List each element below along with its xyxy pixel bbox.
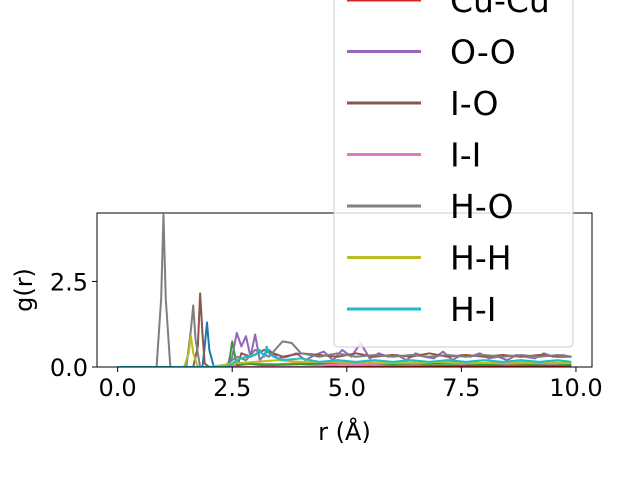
x-axis-label: r (Å) — [318, 417, 371, 446]
legend-label-h-o: H-O — [450, 187, 514, 226]
x-tick-label: 2.5 — [213, 374, 251, 402]
x-tick-label: 0.0 — [99, 374, 137, 402]
legend-label-i-o: I-O — [450, 84, 499, 123]
legend-label-h-i: H-I — [450, 290, 496, 329]
legend-box — [333, 0, 574, 348]
series-line-o-o — [117, 331, 572, 367]
x-axis: 0.0 2.5 5.0 7.5 10.0 — [99, 367, 603, 402]
x-tick-label: 7.5 — [442, 374, 480, 402]
y-tick-label: 0.0 — [50, 354, 88, 382]
series-line-h-i — [117, 345, 572, 367]
x-tick-label: 10.0 — [549, 374, 602, 402]
legend-label-cu-cu: Cu-Cu — [450, 0, 550, 20]
x-tick-label: 5.0 — [328, 374, 366, 402]
legend-label-h-h: H-H — [450, 239, 512, 278]
y-axis-label: g(r) — [10, 268, 38, 312]
legend-label-i-i: I-I — [450, 136, 481, 175]
series-line-h-o — [117, 213, 572, 367]
y-axis: 0.0 2.5 — [50, 268, 97, 382]
y-tick-label: 2.5 — [50, 268, 88, 296]
legend: Cu-Cu O-O I-O I-I H-O H-H H-I — [333, 0, 574, 348]
series-line-h-h — [117, 335, 572, 367]
legend-label-o-o: O-O — [450, 33, 516, 72]
